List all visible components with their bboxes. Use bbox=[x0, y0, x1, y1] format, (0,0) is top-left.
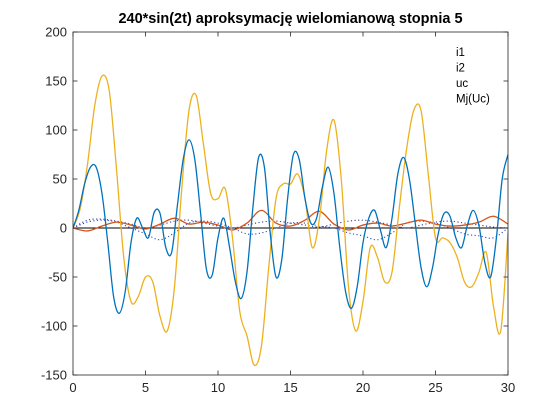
x-tick-label: 0 bbox=[69, 380, 76, 395]
x-tick-label: 5 bbox=[142, 380, 149, 395]
y-tick-label: 50 bbox=[53, 172, 67, 187]
x-tick-label: 20 bbox=[356, 380, 370, 395]
series-line-uc bbox=[73, 74, 508, 367]
x-tick-label: 10 bbox=[211, 380, 225, 395]
axes: 0 5 10 15 20 25 30 -150 -100 -50 0 50 100 150 200 bbox=[41, 25, 515, 396]
series-group bbox=[73, 74, 508, 367]
y-tick-label: 0 bbox=[60, 221, 67, 236]
series-line-i2 bbox=[73, 209, 508, 232]
legend: i1 i2 uc Mj(Uc) bbox=[456, 47, 490, 106]
legend-entry-uc: uc bbox=[456, 78, 468, 90]
legend-entry-mj-uc: Mj(Uc) bbox=[456, 94, 490, 106]
y-tick-label: 100 bbox=[45, 123, 67, 138]
y-tick-label: -150 bbox=[41, 368, 67, 383]
series-line-i1 bbox=[73, 139, 508, 314]
chart-title: 240*sin(2t) aproksymację wielomianową st… bbox=[118, 11, 462, 27]
legend-entry-i2: i2 bbox=[456, 63, 465, 75]
legend-entry-i1: i1 bbox=[456, 47, 465, 59]
y-tick-label: -100 bbox=[41, 319, 67, 334]
y-tick-label: 200 bbox=[45, 25, 67, 40]
y-tick-label: -50 bbox=[48, 270, 67, 285]
x-tick-label: 25 bbox=[428, 380, 442, 395]
y-tick-label: 150 bbox=[45, 74, 67, 89]
x-tick-label: 15 bbox=[283, 380, 297, 395]
x-tick-label: 30 bbox=[501, 380, 515, 395]
plot-area bbox=[73, 32, 508, 375]
